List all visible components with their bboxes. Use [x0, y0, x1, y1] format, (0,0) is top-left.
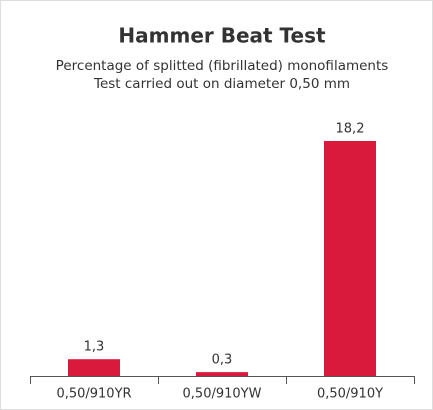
x-tick-label: 0,50/910Y: [317, 387, 383, 402]
chart-title: Hammer Beat Test: [118, 24, 326, 48]
bar: [324, 141, 376, 376]
x-tick-label: 0,50/910YW: [183, 387, 262, 402]
value-label: 18,2: [336, 122, 365, 137]
value-label: 0,3: [212, 353, 233, 368]
chart-subtitle: Test carried out on diameter 0,50 mm: [93, 76, 350, 92]
bar: [68, 359, 120, 376]
chart-subtitle: Percentage of splitted (fibrillated) mon…: [56, 58, 389, 74]
bar: [196, 372, 248, 376]
x-tick-label: 0,50/910YR: [56, 387, 131, 402]
value-label: 1,3: [84, 340, 105, 355]
